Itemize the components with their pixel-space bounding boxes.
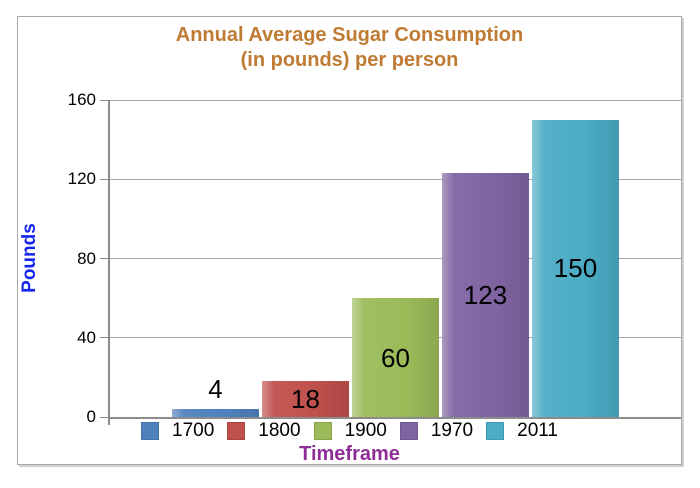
- bar-value-label: 18: [291, 384, 320, 415]
- gridline: [110, 178, 681, 180]
- legend: 1700 1800 1900 1970 2011: [18, 421, 681, 441]
- y-tick-label: 0: [86, 407, 96, 426]
- legend-item-1700: 1700: [141, 421, 214, 441]
- y-tick-label: 80: [77, 248, 96, 268]
- legend-item-2011: 2011: [486, 421, 558, 441]
- legend-swatch: [313, 422, 332, 440]
- bar-1800: [262, 381, 349, 417]
- bar-value-label: 123: [463, 280, 508, 311]
- y-tick-label: 120: [67, 169, 96, 189]
- plot-area: 0 40 80 120 160 4 18 60 123 150: [68, 90, 681, 426]
- bar-2011: [532, 119, 619, 417]
- y-axis-tick: [100, 178, 109, 180]
- legend-swatch: [227, 422, 246, 440]
- y-axis-tick: [100, 99, 109, 101]
- chart-subtitle: (in pounds) per person: [240, 49, 459, 71]
- bar-1900: [352, 298, 439, 417]
- y-axis-tick: [100, 416, 109, 418]
- y-axis-tick: [100, 337, 109, 339]
- legend-item-1900: 1900: [313, 420, 387, 441]
- x-axis-title: Timeframe: [299, 443, 400, 465]
- legend-label: 1700: [172, 420, 215, 441]
- legend-label: 1900: [344, 420, 387, 441]
- bar-value-label: 60: [381, 342, 410, 373]
- legend-item-1970: 1970: [399, 420, 474, 441]
- bar-1970: [442, 173, 529, 417]
- y-tick-label: 160: [67, 90, 96, 109]
- legend-label: 1800: [258, 420, 301, 441]
- chart-title: Annual Average Sugar Consumption: [175, 24, 524, 46]
- gridline: [110, 99, 681, 101]
- legend-item-1800: 1800: [227, 420, 301, 441]
- x-axis-tick: [108, 419, 110, 425]
- y-axis-title: Pounds: [19, 223, 40, 293]
- y-tick-label: 40: [77, 327, 96, 347]
- bar-value-label: 4: [208, 374, 223, 405]
- legend-label: 1970: [430, 420, 474, 441]
- legend-swatch: [399, 422, 418, 440]
- y-axis-tick: [100, 258, 109, 259]
- bar-1700: [172, 409, 259, 417]
- gridline: [110, 258, 681, 259]
- legend-swatch: [486, 422, 505, 440]
- legend-label: 2011: [517, 420, 558, 441]
- chart-title-block: Annual Average Sugar Consumption (in pou…: [18, 23, 681, 73]
- bar-value-label: 150: [553, 253, 598, 284]
- legend-swatch: [141, 422, 159, 440]
- chart-frame: Annual Average Sugar Consumption (in pou…: [17, 16, 682, 465]
